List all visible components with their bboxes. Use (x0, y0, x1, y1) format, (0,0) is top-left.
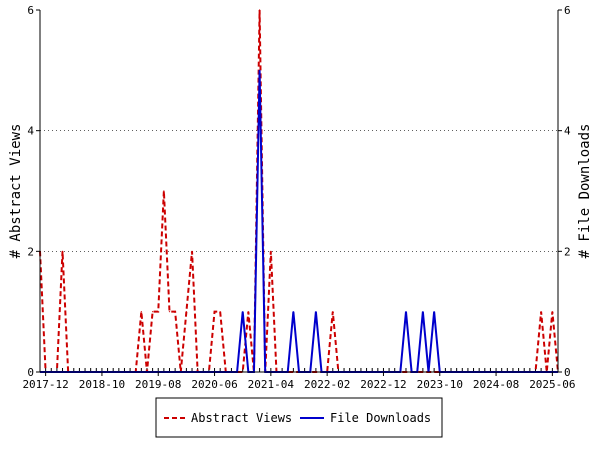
data-point-abstract-views (219, 311, 221, 313)
y-left-tick-label-2: 2 (27, 245, 34, 258)
data-point-abstract-views (157, 311, 159, 313)
y-right-axis-title: # File Downloads (577, 124, 593, 259)
x-tick-label-2022-12: 2022-12 (360, 378, 406, 391)
y-right-tick-label-0: 0 (564, 366, 571, 379)
data-point-abstract-views (140, 311, 142, 313)
data-point-file-downloads (242, 311, 244, 313)
x-tick-label-2021-04: 2021-04 (248, 378, 295, 391)
y-right-tick-label-6: 6 (564, 4, 571, 17)
data-point-abstract-views (174, 311, 176, 313)
plot-area (39, 9, 559, 373)
y-left-tick-label-6: 6 (27, 4, 34, 17)
data-point-abstract-views (270, 250, 272, 252)
x-ticks: 2017-12 2018-10 2019-08 2020-06 2021-04 2022-… (22, 372, 576, 391)
legend-label-abstract-views: Abstract Views (191, 411, 292, 425)
x-tick-label-2025-06: 2025-06 (529, 378, 575, 391)
y-right-tick-label-2: 2 (564, 245, 571, 258)
x-tick-label-2023-10: 2023-10 (417, 378, 463, 391)
x-tick-label-2022-02: 2022-02 (304, 378, 350, 391)
y-left-ticks: 0 2 4 6 (27, 4, 40, 379)
legend: Abstract Views File Downloads (155, 397, 443, 438)
data-point-file-downloads (405, 311, 407, 313)
data-point-abstract-views (332, 311, 334, 313)
legend-box (155, 397, 443, 438)
x-tick-label-2024-08: 2024-08 (473, 378, 519, 391)
y-left-tick-label-0: 0 (27, 366, 34, 379)
data-point-file-downloads (315, 311, 317, 313)
x-tick-label-2019-08: 2019-08 (135, 378, 181, 391)
data-point-file-downloads (422, 311, 424, 313)
legend-label-file-downloads: File Downloads (330, 411, 431, 425)
data-point-file-downloads (433, 311, 435, 313)
y-right-tick-label-4: 4 (564, 125, 571, 138)
data-point-file-downloads (292, 311, 294, 313)
y-right-ticks: 0 2 4 6 (558, 4, 571, 379)
data-point-abstract-views (191, 250, 193, 252)
y-left-axis-title: # Abstract Views (8, 124, 24, 259)
data-point-abstract-views (61, 250, 64, 252)
data-point-abstract-views (163, 190, 165, 192)
data-point-abstract-views (152, 311, 154, 313)
data-point-abstract-views (185, 311, 187, 313)
data-point-abstract-views (551, 311, 553, 313)
data-point-file-downloads (258, 69, 261, 71)
data-point-abstract-views (213, 311, 216, 313)
data-point-abstract-views (258, 9, 261, 11)
x-tick-label-2020-06: 2020-06 (191, 378, 237, 391)
data-point-abstract-views (168, 311, 171, 313)
data-point-abstract-views (540, 311, 542, 313)
x-tick-label-2018-10: 2018-10 (79, 378, 125, 391)
y-left-tick-label-4: 4 (27, 125, 34, 138)
data-point-abstract-views (247, 311, 249, 313)
x-tick-label-2017-12: 2017-12 (22, 378, 68, 391)
plot-frame (40, 10, 558, 372)
